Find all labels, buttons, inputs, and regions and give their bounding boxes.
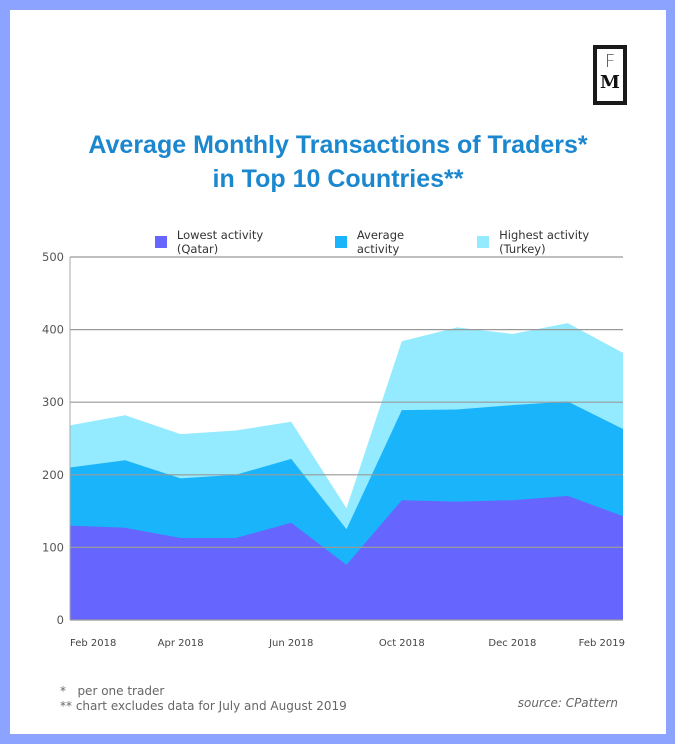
y-tick-label: 0 — [57, 613, 64, 627]
y-tick-label: 300 — [42, 395, 64, 409]
legend-label-average: Average activity — [356, 228, 405, 256]
chart-title: Average Monthly Transactions of Traders*… — [10, 128, 666, 196]
legend-swatch-average — [334, 236, 347, 248]
y-tick-label: 200 — [42, 468, 64, 482]
footnotes: * per one trader ** chart excludes data … — [60, 684, 347, 714]
x-tick-label: Jun 2018 — [268, 638, 313, 649]
legend-swatch-lowest — [155, 236, 167, 248]
chart-title-line-2: in Top 10 Countries** — [212, 165, 464, 193]
legend-item-lowest: Lowest activity (Qatar) — [155, 228, 307, 256]
legend-swatch-highest — [477, 236, 490, 248]
y-tick-label: 400 — [42, 323, 64, 337]
logo-letter-m: M — [600, 72, 620, 93]
x-tick-label: Apr 2018 — [158, 638, 204, 649]
logo-letter-f: F — [604, 51, 616, 72]
legend-label-highest: Highest activity (Turkey) — [499, 228, 590, 256]
x-tick-label: Feb 2019 — [579, 638, 625, 649]
source-note: source: CPattern — [517, 696, 618, 710]
legend-label-lowest: Lowest activity (Qatar) — [176, 228, 264, 256]
x-tick-label: Feb 2018 — [70, 638, 116, 649]
y-tick-label: 500 — [42, 250, 64, 264]
footnote-1: * per one trader — [60, 684, 165, 698]
x-tick-label: Oct 2018 — [379, 638, 425, 649]
x-tick-label: Dec 2018 — [488, 638, 536, 649]
area-series-2 — [70, 495, 623, 620]
y-tick-label: 100 — [42, 540, 64, 554]
footnote-2: ** chart excludes data for July and Augu… — [60, 699, 347, 713]
chart-title-line-1: Average Monthly Transactions of Traders* — [88, 131, 588, 159]
legend: Lowest activity (Qatar) Average activity… — [155, 228, 666, 256]
legend-item-average: Average activity — [334, 228, 449, 256]
legend-item-highest: Highest activity (Turkey) — [477, 228, 638, 256]
fm-logo: F M — [593, 45, 627, 105]
